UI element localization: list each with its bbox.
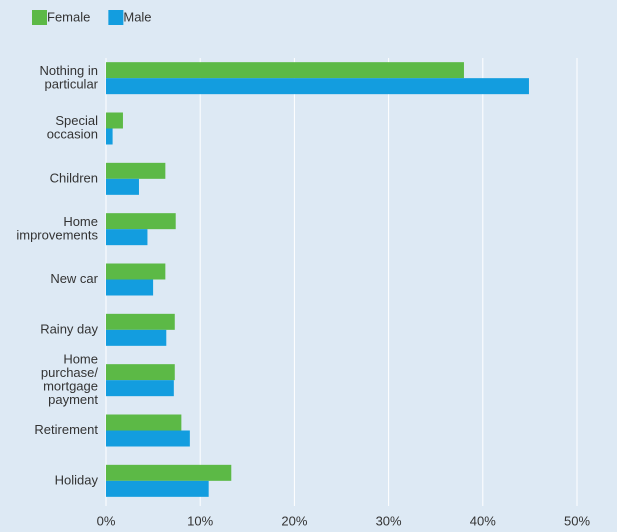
x-tick-label: 30% (376, 513, 402, 528)
y-tick-label: improvements (16, 227, 98, 242)
bar (106, 430, 190, 447)
bar (106, 364, 175, 381)
bar (106, 162, 166, 179)
bar (106, 229, 148, 246)
bar (106, 178, 139, 195)
y-tick-label: mortgage (43, 378, 98, 393)
y-tick-label: Home (63, 351, 98, 366)
y-tick-label: payment (48, 392, 98, 407)
y-tick-label: occasion (47, 127, 98, 142)
x-tick-label: 50% (564, 513, 590, 528)
bar (106, 464, 232, 481)
bar (106, 480, 209, 497)
bar (106, 128, 113, 145)
bar (106, 380, 174, 397)
bar (106, 414, 182, 431)
legend-swatch (32, 10, 47, 25)
x-tick-label: 0% (97, 513, 116, 528)
bar (106, 213, 176, 230)
y-tick-label: purchase/ (41, 365, 98, 380)
bar (106, 313, 175, 330)
y-tick-label: Home (63, 214, 98, 229)
y-tick-label: Children (50, 170, 98, 185)
bar (106, 329, 167, 346)
bar (106, 78, 529, 95)
bar (106, 279, 154, 296)
bar (106, 263, 166, 280)
x-tick-label: 10% (187, 513, 213, 528)
legend-label: Female (47, 9, 90, 24)
legend-swatch (108, 10, 124, 25)
y-tick-label: Rainy day (40, 321, 98, 336)
y-tick-label: Retirement (34, 422, 98, 437)
y-tick-label: New car (50, 271, 98, 286)
y-tick-label: Special (55, 113, 98, 128)
x-tick-label: 20% (281, 513, 307, 528)
legend-label: Male (123, 9, 151, 24)
y-tick-label: particular (45, 76, 99, 91)
y-tick-label: Nothing in (39, 63, 98, 78)
bar (106, 112, 123, 129)
bar (106, 62, 464, 79)
x-tick-label: 40% (470, 513, 496, 528)
y-tick-label: Holiday (55, 472, 99, 487)
